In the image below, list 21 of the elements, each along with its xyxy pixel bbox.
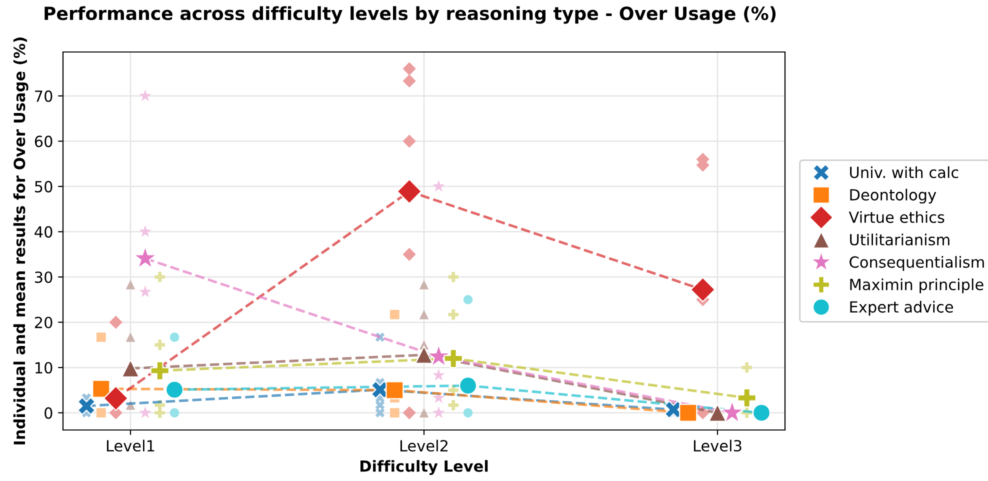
- legend-label: Consequentialism: [850, 256, 984, 271]
- x-tick-label: Level3: [694, 440, 742, 452]
- x-axis-title: Difficulty Level: [360, 460, 488, 475]
- y-axis-title: Individual and mean results for Over Usage (%): [13, 38, 28, 444]
- y-tick-label: 10: [36, 362, 52, 374]
- y-tick-label: 40: [34, 226, 52, 238]
- legend-label: Utilitarianism: [850, 234, 950, 246]
- y-tick-label: 20: [34, 316, 52, 328]
- legend-label: Deontology: [850, 188, 936, 204]
- legend-label: Expert advice: [850, 300, 953, 316]
- y-tick-label: 50: [35, 180, 52, 192]
- x-tick-label: Level1: [106, 440, 154, 452]
- y-tick-label: 30: [35, 271, 52, 284]
- legend-label: Maximin principle: [850, 278, 984, 294]
- y-tick-label: 70: [35, 90, 52, 102]
- y-tick-label: 60: [34, 136, 52, 148]
- chart-title: Performance across difficulty levels by reasoning type - Over Usage (%): [44, 6, 776, 24]
- x-tick-label: Level2: [400, 440, 448, 452]
- legend-label: Univ. with calc: [850, 166, 958, 178]
- legend-label: Virtue ethics: [848, 211, 944, 224]
- y-tick-label: 0: [44, 407, 52, 419]
